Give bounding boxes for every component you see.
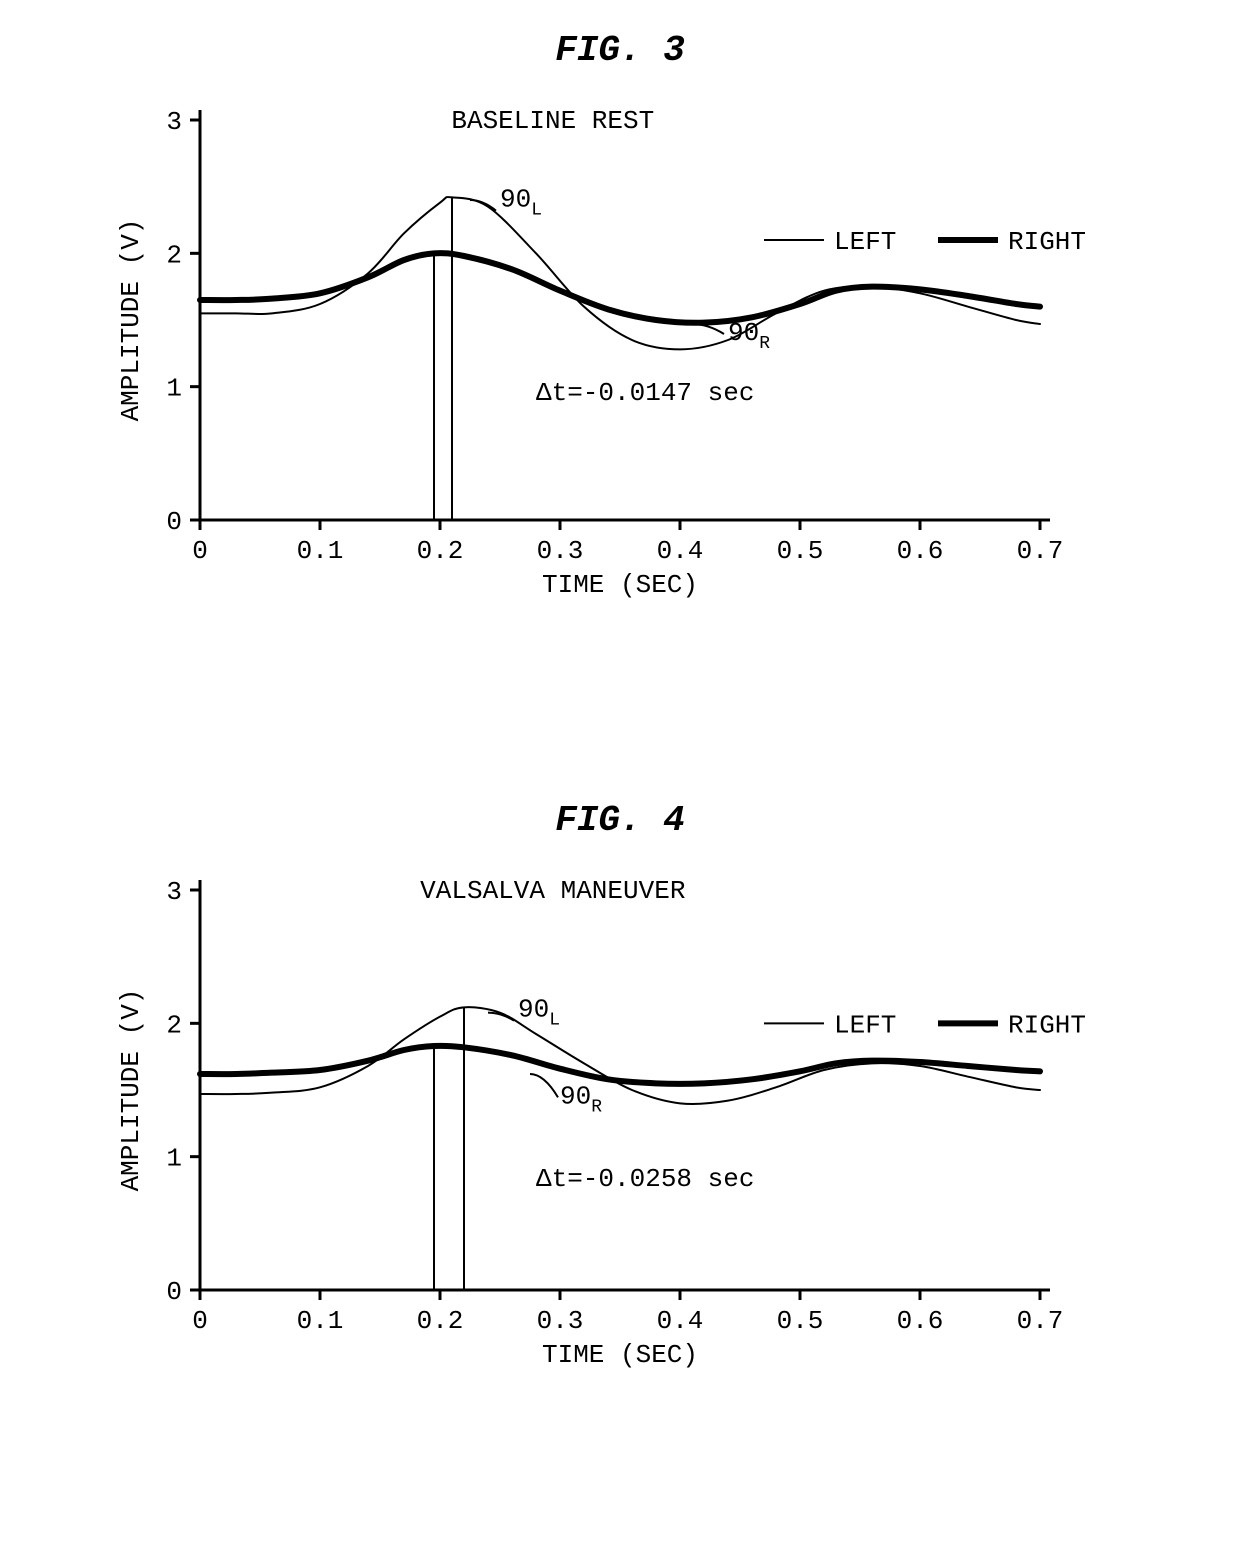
- y-tick-label: 1: [166, 374, 182, 404]
- delta-t-label: Δt=-0.0147 sec: [536, 378, 754, 408]
- y-tick-label: 0: [166, 1277, 182, 1307]
- series-left: [200, 197, 1040, 349]
- x-tick-label: 0.2: [417, 1306, 464, 1336]
- chart-svg-1: 0 1 2 3 0 0.1 0.2 0.3 0.4 0.5 0.6 0.7 TIME (SEC) AMPL…: [100, 90, 1140, 650]
- legend-label: LEFT: [834, 227, 896, 257]
- y-tick-label: 2: [166, 240, 182, 270]
- chart-baseline-rest: 0 1 2 3 0 0.1 0.2 0.3 0.4 0.5 0.6 0.7 TIME (SEC) AMPL…: [100, 90, 1140, 655]
- y-tick-label: 1: [166, 1144, 182, 1174]
- x-tick-label: 0.7: [1017, 536, 1064, 566]
- x-axis-label: TIME (SEC): [542, 1340, 698, 1370]
- chart-title: VALSALVA MANEUVER: [420, 876, 685, 906]
- chart-valsalva: 0 1 2 3 0 0.1 0.2 0.3 0.4 0.5 0.6 0.7 TIME (SEC) AMPL…: [100, 860, 1140, 1425]
- y-axis-label: AMPLITUDE (V): [116, 219, 146, 422]
- x-tick-label: 0.7: [1017, 1306, 1064, 1336]
- callout-label: 90R: [560, 1081, 602, 1117]
- x-tick-label: 0.1: [297, 536, 344, 566]
- callout-label: 90R: [728, 318, 770, 354]
- page: FIG. 3 0 1 2 3 0 0.1 0.2 0.3 0.4 0.5 0.6 0.7 TIME (S…: [0, 0, 1240, 1554]
- figure-3-label: FIG. 3: [0, 30, 1240, 71]
- x-tick-label: 0.2: [417, 536, 464, 566]
- x-tick-label: 0: [192, 1306, 208, 1336]
- legend-label: RIGHT: [1008, 1010, 1086, 1040]
- x-tick-label: 0: [192, 536, 208, 566]
- callout-leader: [530, 1074, 558, 1097]
- x-tick-label: 0.4: [657, 1306, 704, 1336]
- figure-4-label: FIG. 4: [0, 800, 1240, 841]
- x-tick-label: 0.6: [897, 1306, 944, 1336]
- x-axis-label: TIME (SEC): [542, 570, 698, 600]
- x-tick-label: 0.5: [777, 1306, 824, 1336]
- x-tick-label: 0.3: [537, 536, 584, 566]
- y-axis-label: AMPLITUDE (V): [116, 989, 146, 1192]
- x-tick-label: 0.1: [297, 1306, 344, 1336]
- y-tick-label: 3: [166, 877, 182, 907]
- callout-label: 90L: [500, 185, 542, 221]
- chart-svg-2: 0 1 2 3 0 0.1 0.2 0.3 0.4 0.5 0.6 0.7 TIME (SEC) AMPL…: [100, 860, 1140, 1420]
- callout-label: 90L: [518, 995, 560, 1031]
- series-left: [200, 1007, 1040, 1104]
- chart-title: BASELINE REST: [451, 106, 654, 136]
- x-tick-label: 0.4: [657, 536, 704, 566]
- y-tick-label: 0: [166, 507, 182, 537]
- series-right: [200, 253, 1040, 323]
- x-tick-label: 0.3: [537, 1306, 584, 1336]
- legend-label: RIGHT: [1008, 227, 1086, 257]
- x-tick-label: 0.5: [777, 536, 824, 566]
- delta-t-label: Δt=-0.0258 sec: [536, 1164, 754, 1194]
- y-tick-label: 2: [166, 1010, 182, 1040]
- x-tick-label: 0.6: [897, 536, 944, 566]
- y-tick-label: 3: [166, 107, 182, 137]
- legend-label: LEFT: [834, 1010, 896, 1040]
